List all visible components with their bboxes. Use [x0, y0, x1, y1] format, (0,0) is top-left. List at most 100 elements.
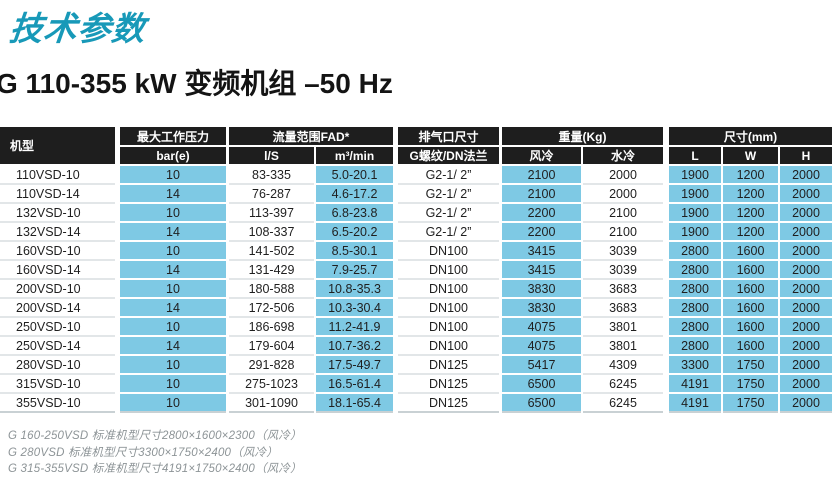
value-cell: 14 [120, 299, 226, 318]
value-cell: 2100 [502, 166, 581, 185]
value-cell: 4191 [669, 375, 721, 394]
column-subheader: G螺纹/DN法兰 [398, 147, 499, 166]
column-group-header: 排气口尺寸 [398, 127, 499, 147]
value-cell: DN125 [398, 394, 499, 413]
value-cell: 1750 [723, 356, 778, 375]
value-cell: 113-397 [229, 204, 314, 223]
value-cell: G2-1/ 2” [398, 166, 499, 185]
value-cell: 10.8-35.3 [316, 280, 393, 299]
value-cell: 3300 [669, 356, 721, 375]
value-cell: 1900 [669, 223, 721, 242]
value-cell: 7.9-25.7 [316, 261, 393, 280]
footnote: G 280VSD 标准机型尺寸3300×1750×2400（风冷） [8, 446, 278, 459]
value-cell: 1600 [723, 242, 778, 261]
value-cell: 3801 [583, 337, 663, 356]
value-cell: 186-698 [229, 318, 314, 337]
value-cell: 2000 [780, 375, 832, 394]
footnote: G 315-355VSD 标准机型尺寸4191×1750×2400（风冷） [8, 463, 302, 475]
value-cell: 1600 [723, 280, 778, 299]
value-cell: 275-1023 [229, 375, 314, 394]
value-cell: 6.8-23.8 [316, 204, 393, 223]
value-cell: 11.2-41.9 [316, 318, 393, 337]
value-cell: 6245 [583, 375, 663, 394]
value-cell: 2800 [669, 299, 721, 318]
value-cell: 3415 [502, 261, 581, 280]
value-cell: 2800 [669, 280, 721, 299]
value-cell: 14 [120, 223, 226, 242]
value-cell: 1750 [723, 375, 778, 394]
column-subheader: l/S [229, 147, 314, 166]
model-cell: 132VSD-14 [0, 223, 115, 242]
value-cell: 10 [120, 318, 226, 337]
value-cell: G2-1/ 2” [398, 223, 499, 242]
value-cell: 131-429 [229, 261, 314, 280]
value-cell: 6.5-20.2 [316, 223, 393, 242]
value-cell: 2200 [502, 223, 581, 242]
value-cell: 10 [120, 394, 226, 413]
model-cell: 160VSD-14 [0, 261, 115, 280]
value-cell: 301-1090 [229, 394, 314, 413]
value-cell: 2800 [669, 337, 721, 356]
model-cell: 315VSD-10 [0, 375, 115, 394]
value-cell: 2000 [780, 318, 832, 337]
model-cell: 110VSD-10 [0, 166, 115, 185]
value-cell: 2000 [780, 337, 832, 356]
value-cell: 141-502 [229, 242, 314, 261]
page-subtitle: G 110-355 kW 变频机组 –50 Hz [0, 68, 393, 99]
value-cell: 5.0-20.1 [316, 166, 393, 185]
value-cell: 3683 [583, 299, 663, 318]
model-cell: 200VSD-10 [0, 280, 115, 299]
value-cell: 18.1-65.4 [316, 394, 393, 413]
value-cell: 3039 [583, 261, 663, 280]
value-cell: 10 [120, 242, 226, 261]
value-cell: 1900 [669, 185, 721, 204]
column-subheader: 水冷 [583, 147, 663, 166]
value-cell: 6500 [502, 394, 581, 413]
value-cell: 180-588 [229, 280, 314, 299]
value-cell: 1200 [723, 223, 778, 242]
column-group-header: 流量范围FAD* [229, 127, 393, 147]
value-cell: DN100 [398, 299, 499, 318]
value-cell: 2000 [780, 223, 832, 242]
column-group-header: 重量(Kg) [502, 127, 663, 147]
column-subheader: bar(e) [120, 147, 226, 166]
value-cell: 2100 [583, 223, 663, 242]
value-cell: 4191 [669, 394, 721, 413]
value-cell: DN100 [398, 242, 499, 261]
value-cell: G2-1/ 2” [398, 204, 499, 223]
footnotes: G 160-250VSD 标准机型尺寸2800×1600×2300（风冷） G 2… [8, 428, 302, 478]
model-cell: 250VSD-14 [0, 337, 115, 356]
value-cell: 6500 [502, 375, 581, 394]
value-cell: 16.5-61.4 [316, 375, 393, 394]
model-cell: 110VSD-14 [0, 185, 115, 204]
column-group-header: 机型 [0, 127, 115, 166]
value-cell: 3415 [502, 242, 581, 261]
value-cell: 2000 [780, 204, 832, 223]
value-cell: 14 [120, 337, 226, 356]
value-cell: 2000 [583, 166, 663, 185]
column-subheader: H [780, 147, 832, 166]
model-cell: 160VSD-10 [0, 242, 115, 261]
value-cell: 4309 [583, 356, 663, 375]
value-cell: 76-287 [229, 185, 314, 204]
value-cell: 1600 [723, 261, 778, 280]
value-cell: 108-337 [229, 223, 314, 242]
model-cell: 200VSD-14 [0, 299, 115, 318]
value-cell: 2100 [583, 204, 663, 223]
value-cell: DN100 [398, 261, 499, 280]
model-cell: 280VSD-10 [0, 356, 115, 375]
value-cell: 83-335 [229, 166, 314, 185]
value-cell: 5417 [502, 356, 581, 375]
value-cell: 2800 [669, 318, 721, 337]
value-cell: 14 [120, 185, 226, 204]
value-cell: 2100 [502, 185, 581, 204]
value-cell: 1200 [723, 204, 778, 223]
value-cell: 6245 [583, 394, 663, 413]
value-cell: DN125 [398, 356, 499, 375]
column-group-header: 最大工作压力 [120, 127, 226, 147]
column-subheader: 风冷 [502, 147, 581, 166]
value-cell: 2000 [780, 185, 832, 204]
model-cell: 250VSD-10 [0, 318, 115, 337]
value-cell: 10 [120, 356, 226, 375]
